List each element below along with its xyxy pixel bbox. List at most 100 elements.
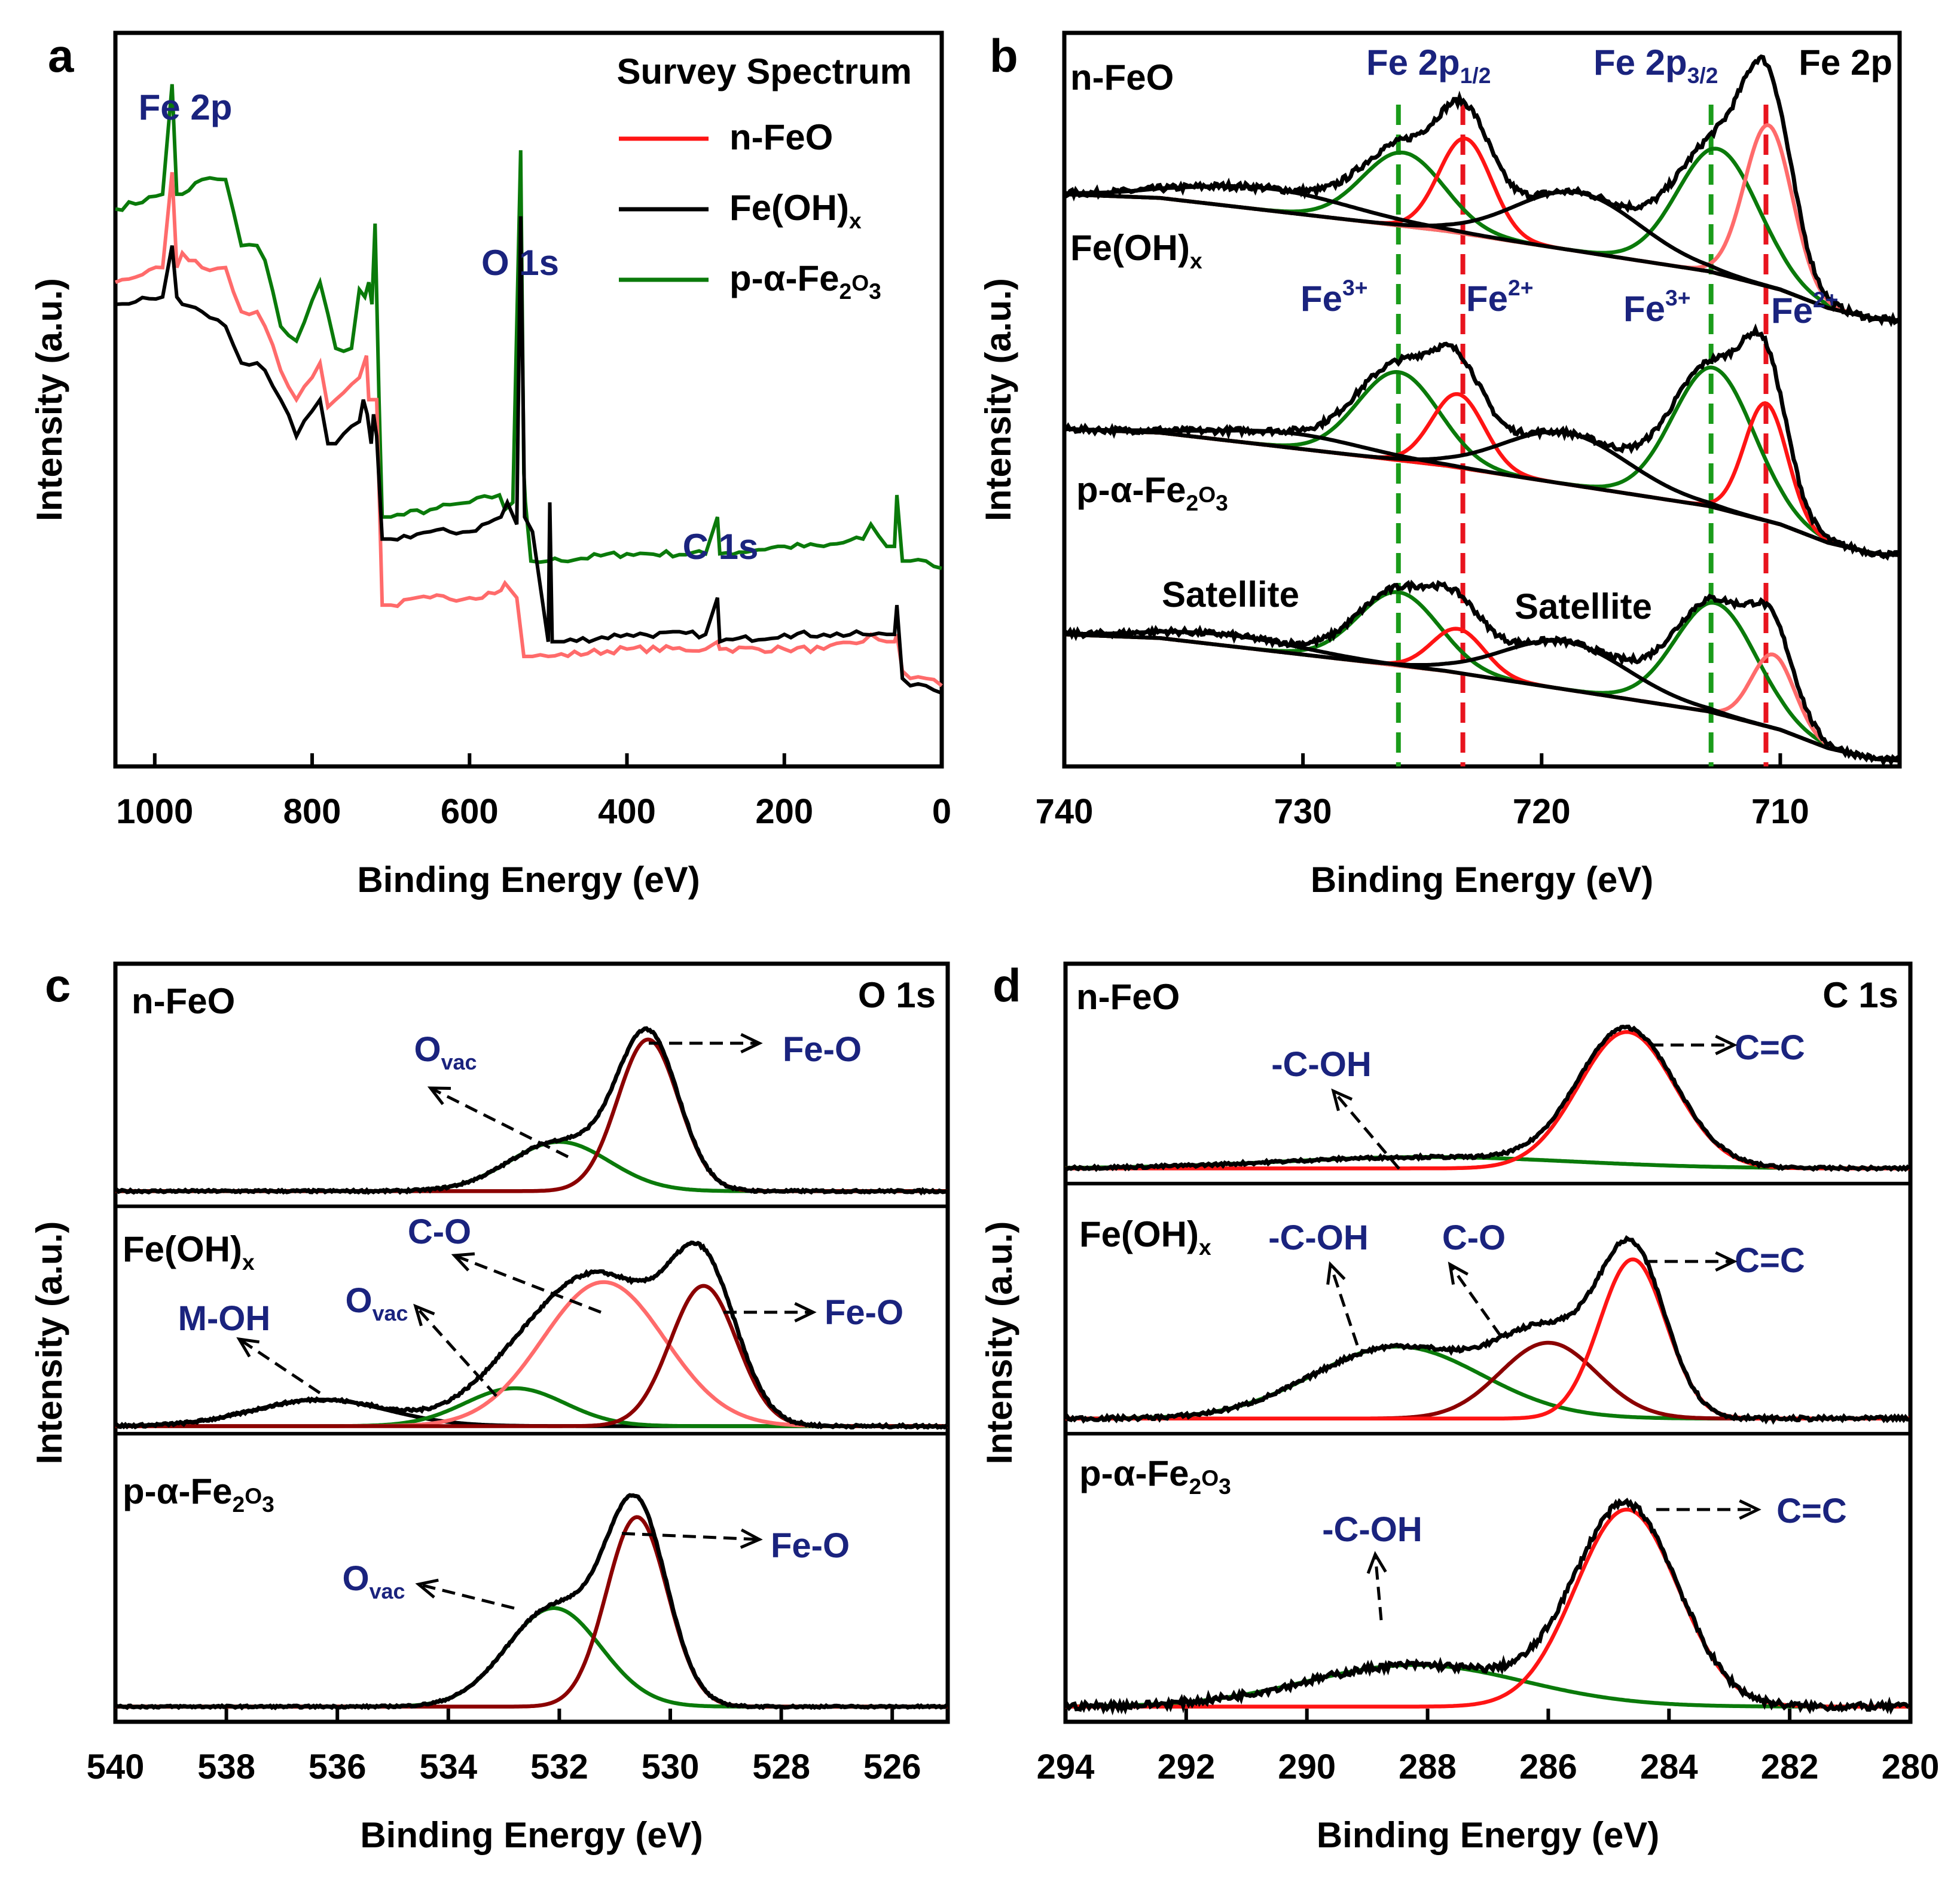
y-axis-label: Intensity (a.u.) <box>978 278 1018 521</box>
peak-annotation: Fe-O <box>771 1526 850 1565</box>
y-axis-label: Intensity (a.u.) <box>29 1221 69 1465</box>
panel-letter: c <box>45 959 71 1012</box>
sample-label: n-FeO <box>1070 57 1174 97</box>
peak-annotation: C=C <box>1776 1492 1847 1530</box>
sample-label: p-α-Fe2O3 <box>1076 470 1228 515</box>
peak-annotation-part: M-OH <box>178 1299 271 1338</box>
panel-letter: d <box>993 959 1021 1012</box>
fit-peak <box>1064 427 1899 557</box>
peak-annotation-part: Fe-O <box>771 1526 850 1565</box>
legend-label-part: x <box>849 208 862 233</box>
annotation-arrow <box>1329 1264 1359 1346</box>
sample-label-part: 3 <box>1216 490 1228 515</box>
peak-annotation-part: vac <box>373 1301 408 1325</box>
peak-annotation: C-O <box>408 1212 471 1251</box>
sample-label-part: x <box>1199 1235 1211 1260</box>
sample-label-part: O <box>1198 482 1216 507</box>
experimental-envelope <box>1064 1235 1910 1425</box>
arrow-head <box>740 1528 763 1549</box>
peak-annotation: C-O <box>1442 1218 1506 1257</box>
x-tick-label: 292 <box>1157 1747 1215 1786</box>
legend-label: Fe(OH)x <box>729 188 862 233</box>
legend-label-part: Fe(OH) <box>729 188 849 228</box>
arrow-head <box>794 1301 817 1323</box>
arrow-head <box>1448 1261 1469 1285</box>
sample-label-part: 2 <box>1189 1474 1202 1499</box>
sample-label-part: 2 <box>233 1492 245 1517</box>
peak-annotation-part: Fe <box>1466 279 1508 319</box>
panel-a: 1000 800 600 400 200 0 Binding Energy (eV) Inte… <box>29 29 951 900</box>
arrow-head <box>427 1086 451 1105</box>
chart-title: C 1s <box>1822 975 1898 1015</box>
peak-annotation-part: vac <box>441 1050 477 1074</box>
peak-annotation-part: C=C <box>1735 1241 1805 1280</box>
peak-annotation: Fe 2p3/2 <box>1593 42 1718 88</box>
plot-frame <box>113 961 950 1724</box>
peak-annotation: Ovac <box>414 1030 477 1074</box>
annotation-arrow <box>454 1254 602 1314</box>
peak-annotation: -C-OH <box>1271 1045 1372 1084</box>
x-tick-label: 526 <box>863 1747 921 1786</box>
x-tick-label: 532 <box>530 1747 588 1786</box>
annotation-arrow <box>429 1086 569 1159</box>
arrow-head <box>236 1337 260 1358</box>
experimental-envelope <box>114 1026 948 1196</box>
x-tick-label: 400 <box>598 792 656 831</box>
annotation-arrow <box>418 1582 515 1610</box>
experimental-envelope <box>114 1240 949 1430</box>
annotation-label: C 1s <box>683 527 759 567</box>
panel-b: 740 730 720 710 Binding Energy (eV) Intensity… <box>978 29 1902 900</box>
x-tick-label: 290 <box>1278 1747 1336 1786</box>
peak-annotation: Fe2+ <box>1466 275 1533 319</box>
x-tick-label: 730 <box>1274 792 1332 831</box>
peak-annotation: -C-OH <box>1322 1510 1422 1549</box>
fit-peak <box>1064 632 1899 763</box>
peak-annotation: Fe-O <box>825 1293 903 1332</box>
peak-annotation: Satellite <box>1515 586 1652 627</box>
x-tick-label: 536 <box>309 1747 367 1786</box>
arrow-head <box>740 1032 763 1054</box>
x-tick-label: 282 <box>1761 1747 1819 1786</box>
x-tick-label: 740 <box>1036 792 1094 831</box>
x-tick-label: 538 <box>197 1747 255 1786</box>
experimental-envelope <box>1064 323 1900 561</box>
peak-annotation-part: 3+ <box>1665 285 1690 310</box>
peak-annotation-part: 2+ <box>1508 275 1533 300</box>
plot-frame <box>1062 30 1902 769</box>
experimental-envelope <box>1063 579 1901 768</box>
sample-label-part: 2 <box>1186 490 1199 515</box>
arrow-head <box>1366 1551 1387 1574</box>
sample-label-part: p-α-Fe <box>123 1471 233 1511</box>
experimental-envelope <box>1063 1498 1910 1716</box>
peak-annotation: Fe3+ <box>1300 275 1367 319</box>
panel-d: 294 292 290 288 286 284 282 280 Binding Energy (… <box>979 959 1939 1855</box>
peak-annotation: C=C <box>1735 1028 1805 1067</box>
arrow-head <box>1739 1499 1761 1520</box>
peak-annotation-part: Fe 2p <box>1366 42 1460 83</box>
x-tick-label: 0 <box>932 792 951 831</box>
legend-label-part: O <box>851 270 869 295</box>
x-axis-label: Binding Energy (eV) <box>1311 860 1653 900</box>
peak-annotation-part: C=C <box>1735 1028 1805 1067</box>
peak-annotation-part: 3/2 <box>1687 63 1718 88</box>
annotation-arrow <box>1332 1090 1400 1170</box>
experimental-envelope <box>1063 54 1901 328</box>
legend-label-part: 2 <box>839 279 852 304</box>
sample-label-part: Fe(OH) <box>1070 228 1190 268</box>
annotation-arrow <box>238 1337 321 1395</box>
x-tick-label: 528 <box>752 1747 810 1786</box>
peak-annotation: Satellite <box>1162 575 1299 615</box>
sample-label: Fe(OH)x <box>123 1229 255 1275</box>
chart-title: O 1s <box>858 975 936 1015</box>
peak-annotation: Fe2+ <box>1771 287 1838 331</box>
sample-label-part: Fe(OH) <box>1079 1214 1199 1254</box>
peak-annotation-part: 3+ <box>1342 275 1367 300</box>
legend-label: p-α-Fe2O3 <box>729 258 881 304</box>
peak-annotation-part: -C-OH <box>1268 1218 1369 1257</box>
plot-frame <box>113 30 944 769</box>
peak-annotation-part: 2+ <box>1813 287 1838 312</box>
sample-label-part: x <box>1190 248 1202 273</box>
arrow-head <box>451 1252 475 1272</box>
peak-annotation: M-OH <box>178 1299 271 1338</box>
fit-peak <box>1064 190 1899 323</box>
